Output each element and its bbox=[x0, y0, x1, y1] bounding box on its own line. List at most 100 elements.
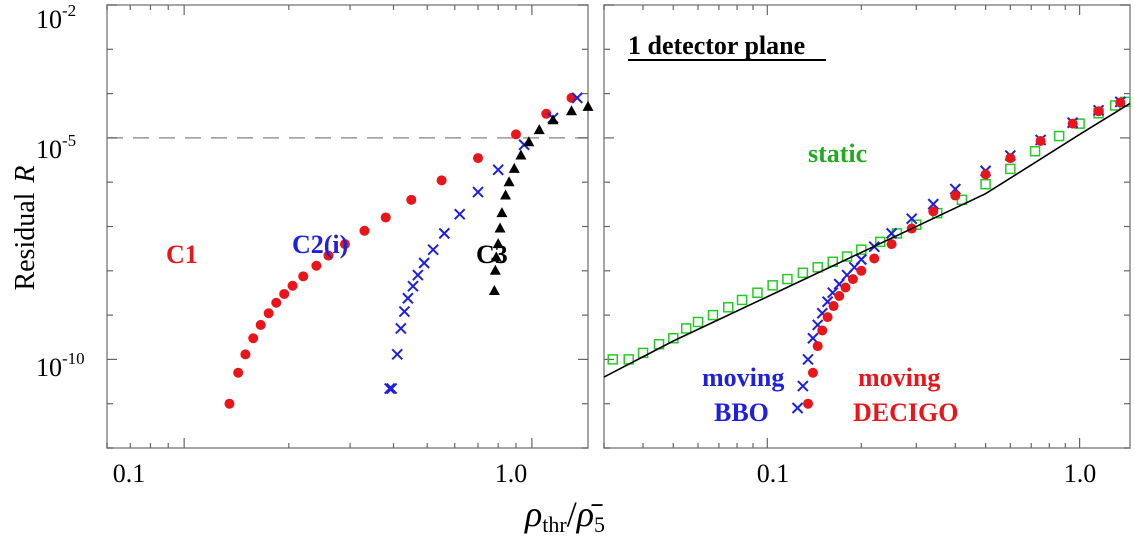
right-series0-point bbox=[980, 178, 991, 190]
left-series1-point bbox=[418, 257, 430, 269]
left-series2-point bbox=[533, 124, 545, 135]
right-series0-point bbox=[812, 262, 823, 273]
left-series0-point bbox=[380, 212, 391, 223]
left-series0-point bbox=[233, 367, 244, 378]
right-series2-point bbox=[856, 265, 867, 276]
label-moving-bbo-1: moving bbox=[702, 363, 784, 392]
label-c1: C1 bbox=[166, 240, 198, 269]
left-series0-point bbox=[287, 280, 298, 291]
label-c3: C3 bbox=[476, 240, 508, 269]
right-series1-point bbox=[802, 353, 814, 366]
left-series0-point bbox=[311, 260, 322, 271]
right-series2-point bbox=[980, 169, 991, 180]
left-series0-point bbox=[263, 308, 274, 319]
left-series1-point bbox=[383, 382, 396, 395]
right-series2-point bbox=[886, 239, 897, 250]
left-series2-point bbox=[488, 284, 500, 295]
right-series0-point bbox=[736, 294, 748, 306]
left-series1-point bbox=[571, 92, 583, 104]
right-series1-point bbox=[855, 253, 868, 266]
left-series2-point bbox=[489, 264, 501, 275]
y-axis-title: ResidualR bbox=[10, 165, 41, 290]
left-series0-point bbox=[473, 153, 484, 164]
right-series0-point bbox=[1029, 145, 1041, 157]
right-series2-point bbox=[812, 341, 823, 352]
right-series0-point bbox=[767, 280, 778, 291]
left-series2-point bbox=[547, 114, 559, 125]
right-plot-marks bbox=[603, 96, 1131, 414]
left-series2-point bbox=[500, 189, 512, 200]
left-series0-point bbox=[255, 319, 266, 330]
right-series0-point bbox=[692, 316, 704, 328]
right-series0-point bbox=[723, 302, 734, 313]
right-series2-point bbox=[950, 190, 961, 201]
left-series2-point bbox=[566, 105, 578, 116]
right-series2-point bbox=[817, 325, 828, 336]
left-series1-point bbox=[398, 305, 411, 318]
xtick-label-right-1.0: 1.0 bbox=[1064, 459, 1097, 488]
right-panel-title: 1 detector plane bbox=[628, 31, 805, 60]
left-series1-point bbox=[395, 322, 407, 335]
right-series2-point bbox=[828, 301, 839, 312]
label-moving-bbo-2: BBO bbox=[714, 398, 769, 427]
right-series2-point bbox=[1067, 118, 1078, 129]
label-moving-decigo-2: DECIGO bbox=[853, 398, 958, 427]
left-series0-point bbox=[323, 250, 334, 261]
right-series2-point bbox=[822, 312, 833, 323]
right-series0-point bbox=[1053, 130, 1065, 142]
right-series0-point bbox=[782, 273, 793, 285]
xtick-label-left-0.1: 0.1 bbox=[113, 459, 146, 488]
left-series0-point bbox=[339, 239, 350, 250]
right-series2-point bbox=[840, 282, 851, 293]
left-series2-point bbox=[503, 176, 515, 187]
right-series2-point bbox=[803, 398, 814, 409]
right-series1-point bbox=[797, 380, 809, 392]
left-series0-point bbox=[279, 288, 290, 299]
left-series1-point bbox=[472, 186, 484, 198]
left-series1-point bbox=[427, 243, 439, 256]
xtick-label-right-0.1: 0.1 bbox=[757, 459, 790, 488]
ytick-label-1e-5: 10-5 bbox=[36, 131, 76, 164]
left-series0-point bbox=[240, 349, 251, 360]
right-ticks bbox=[603, 4, 1130, 449]
left-series2-point bbox=[492, 238, 504, 249]
left-series1-point bbox=[438, 227, 451, 240]
right-series2-point bbox=[1115, 97, 1126, 108]
left-series1-point bbox=[402, 292, 414, 304]
right-series3-fit-line bbox=[603, 102, 1131, 378]
right-series2-point bbox=[834, 290, 845, 301]
label-c2i: C2(i) bbox=[292, 230, 348, 259]
right-series2-point bbox=[1093, 106, 1104, 117]
left-series2-point bbox=[496, 207, 508, 218]
right-series2-point bbox=[928, 206, 939, 217]
left-series0-point bbox=[248, 333, 259, 344]
left-series2-point bbox=[490, 251, 502, 262]
label-moving-decigo-1: moving bbox=[858, 363, 940, 392]
right-series0-point bbox=[707, 309, 719, 321]
left-series2-point bbox=[494, 222, 506, 233]
left-series0-point bbox=[436, 175, 447, 186]
right-series0-point bbox=[752, 287, 763, 298]
right-series0-point bbox=[680, 323, 692, 334]
left-series2-point bbox=[582, 100, 594, 111]
left-series0-point bbox=[298, 271, 309, 282]
right-series0-point bbox=[797, 267, 809, 279]
left-series0-point bbox=[406, 194, 417, 205]
right-series2-point bbox=[1005, 153, 1016, 164]
right-series1-point bbox=[927, 198, 939, 210]
right-series2-point bbox=[869, 253, 880, 264]
right-series0-point bbox=[607, 354, 619, 365]
left-series1-point bbox=[385, 382, 398, 395]
left-series1-point bbox=[407, 280, 419, 292]
left-ticks bbox=[106, 4, 588, 449]
left-series0-point bbox=[541, 108, 552, 119]
left-series1-point bbox=[453, 208, 466, 220]
left-series1-point bbox=[492, 164, 504, 176]
right-series0-point bbox=[1005, 163, 1016, 175]
label-static: static bbox=[808, 139, 867, 168]
left-series2-point bbox=[523, 136, 535, 147]
left-series0-point bbox=[510, 129, 521, 140]
ytick-label-1e-2: 10-2 bbox=[36, 1, 76, 34]
right-series1-point bbox=[791, 402, 804, 414]
